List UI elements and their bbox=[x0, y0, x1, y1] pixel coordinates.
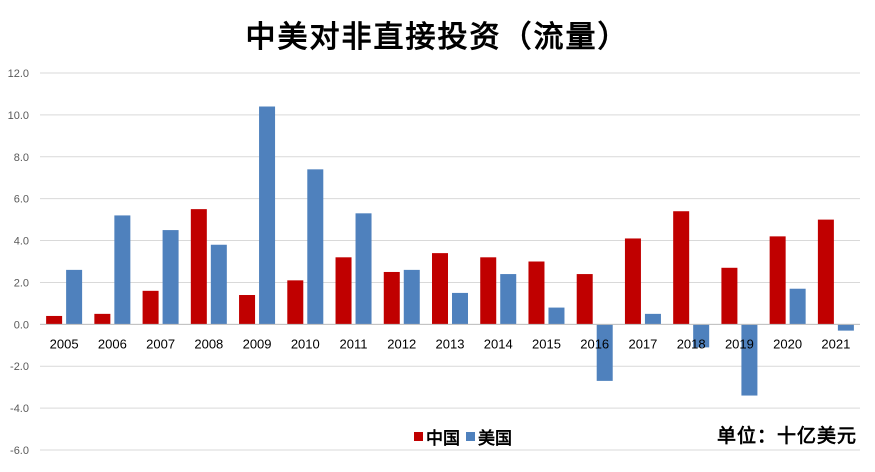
bar-china-2013 bbox=[432, 253, 448, 325]
bar-china-2016 bbox=[576, 274, 593, 325]
x-tick-label-2006: 2006 bbox=[98, 336, 127, 351]
bar-china-2012 bbox=[383, 271, 400, 325]
y-tick-label: 6.0 bbox=[14, 194, 29, 206]
bar-china-2015 bbox=[528, 261, 545, 325]
bar-china-2019 bbox=[721, 267, 738, 325]
x-tick-label-2011: 2011 bbox=[340, 336, 368, 351]
x-tick-label-2007: 2007 bbox=[146, 336, 175, 351]
bar-usa-2021 bbox=[837, 324, 854, 331]
y-tick-label: 12.0 bbox=[8, 68, 29, 80]
legend-swatch-china bbox=[414, 432, 423, 441]
bar-usa-2019 bbox=[741, 324, 758, 396]
legend-label-usa: 美国 bbox=[478, 429, 512, 449]
bar-china-2020 bbox=[769, 236, 786, 325]
x-tick-label-2015: 2015 bbox=[532, 336, 561, 351]
bar-usa-2017 bbox=[644, 313, 661, 325]
legend: 中国 美国 bbox=[414, 424, 518, 449]
bar-china-2017 bbox=[624, 238, 641, 325]
bar-usa-2010 bbox=[307, 169, 324, 325]
x-tick-label-2021: 2021 bbox=[821, 336, 850, 351]
bar-china-2021 bbox=[817, 219, 834, 325]
y-tick-labels: 12.0 10.0 8.0 6.0 4.0 2.0 0.0 -2.0 -4.0 -6.0 bbox=[8, 68, 29, 457]
bar-china-2010 bbox=[287, 280, 304, 325]
x-tick-label-2005: 2005 bbox=[50, 336, 79, 351]
legend-item-usa: 美国 bbox=[466, 424, 512, 449]
y-tick-label: 8.0 bbox=[14, 152, 29, 164]
bar-usa-2012 bbox=[403, 269, 420, 325]
bar-usa-2015 bbox=[548, 307, 565, 325]
x-tick-label-2009: 2009 bbox=[243, 336, 272, 351]
legend-label-china: 中国 bbox=[426, 429, 460, 449]
bar-usa-2009 bbox=[259, 106, 276, 325]
bar-china-2006 bbox=[94, 313, 111, 325]
x-tick-label-2012: 2012 bbox=[387, 336, 416, 351]
y-tick-label: 10.0 bbox=[8, 110, 29, 122]
x-tick-label-2020: 2020 bbox=[773, 336, 802, 351]
y-tick-label: -6.0 bbox=[10, 445, 29, 457]
bar-usa-2011 bbox=[355, 213, 372, 325]
x-tick-label-2008: 2008 bbox=[194, 336, 223, 351]
x-tick-label-2014: 2014 bbox=[484, 336, 513, 351]
y-tick-label: 0.0 bbox=[14, 319, 29, 331]
x-tick-label-2016: 2016 bbox=[580, 336, 609, 351]
bar-usa-2013 bbox=[452, 292, 468, 325]
bar-china-2009 bbox=[239, 295, 256, 325]
bar-usa-2018 bbox=[693, 324, 710, 348]
y-tick-label: 2.0 bbox=[14, 277, 29, 289]
bar-china-2011 bbox=[335, 257, 352, 325]
bar-china-2014 bbox=[480, 257, 497, 325]
bar-china-2005 bbox=[46, 315, 63, 325]
bar-china-2008 bbox=[190, 209, 207, 325]
x-tick-label-2018: 2018 bbox=[677, 336, 706, 351]
bar-usa-2014 bbox=[500, 274, 517, 325]
bar-usa-2005 bbox=[66, 269, 83, 325]
x-tick-label-2017: 2017 bbox=[628, 336, 657, 351]
bar-china-2018 bbox=[673, 211, 690, 325]
bars bbox=[46, 106, 854, 396]
bar-usa-2007 bbox=[162, 230, 179, 325]
y-tick-label: -4.0 bbox=[10, 403, 29, 415]
legend-swatch-usa bbox=[466, 432, 475, 441]
x-tick-label-2013: 2013 bbox=[436, 336, 465, 351]
chart-title: 中美对非直接投资（流量） bbox=[245, 20, 630, 55]
unit-label: 单位：十亿美元 bbox=[716, 425, 857, 447]
bar-china-2007 bbox=[142, 290, 159, 325]
x-tick-label-2010: 2010 bbox=[291, 336, 320, 351]
bar-usa-2008 bbox=[210, 244, 227, 325]
x-tick-labels: 2005 2006 2007 2008 2009 2010 2011 2012 2013 2014… bbox=[50, 336, 851, 351]
legend-item-china: 中国 bbox=[414, 424, 460, 449]
bar-usa-2006 bbox=[114, 215, 131, 325]
y-tick-label: 4.0 bbox=[14, 236, 29, 248]
bar-usa-2016 bbox=[596, 324, 613, 381]
x-tick-label-2019: 2019 bbox=[725, 336, 754, 351]
y-tick-label: -2.0 bbox=[10, 361, 29, 373]
bar-usa-2020 bbox=[789, 288, 806, 325]
